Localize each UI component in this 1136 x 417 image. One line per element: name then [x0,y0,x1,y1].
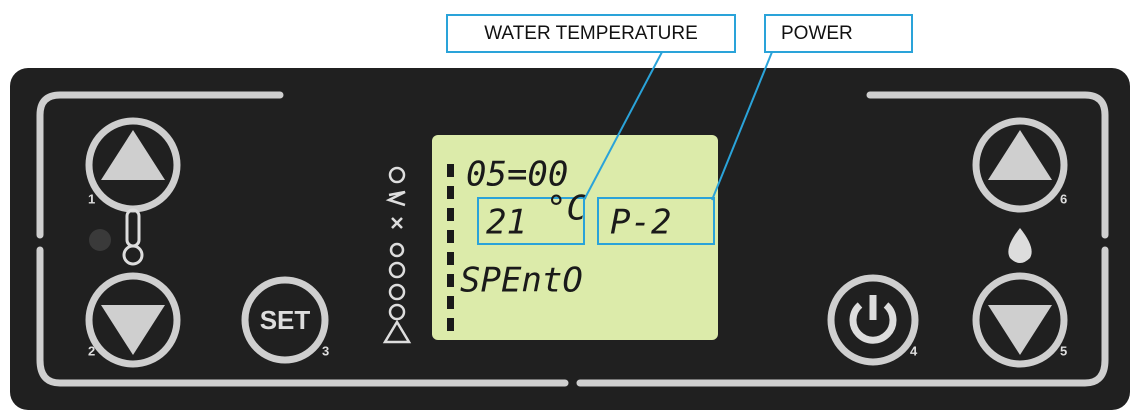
button-number: 1 [88,191,95,206]
lcd-status: SPEntO [460,261,583,301]
callout-box [764,14,913,53]
highlight-box [597,197,715,245]
thermometer-icon [122,208,144,266]
button-down-right[interactable] [972,272,1068,368]
button-number: 6 [1060,191,1067,206]
button-number: 2 [88,343,95,358]
button-number: 5 [1060,343,1067,358]
lcd-water-temperature: 21 [486,203,527,243]
button-number: 3 [322,343,329,358]
trim [36,246,569,387]
lcd-screen [432,135,718,340]
button-label: SET [260,305,311,335]
status-icons [382,166,412,344]
trim [576,246,1109,387]
lcd-temperature-unit: °C [546,189,587,229]
led [89,229,111,251]
flame-icon [1008,228,1032,263]
leader-line [711,51,773,201]
lcd-indicators [447,164,454,331]
callout-box [446,14,736,53]
button-set[interactable]: SET [241,276,329,364]
button-up-right[interactable] [972,117,1068,213]
trim [866,91,1109,239]
lcd-power: P-2 [610,203,671,243]
lcd-time: 05=00 [466,155,568,195]
button-down-left[interactable] [85,272,181,368]
highlight-box [477,197,585,245]
callout-label: POWER [781,23,853,44]
trim [36,91,284,239]
button-power[interactable] [827,274,919,366]
callout-label: WATER TEMPERATURE [484,23,698,44]
button-number: 4 [910,343,918,358]
leader-line [583,51,663,201]
